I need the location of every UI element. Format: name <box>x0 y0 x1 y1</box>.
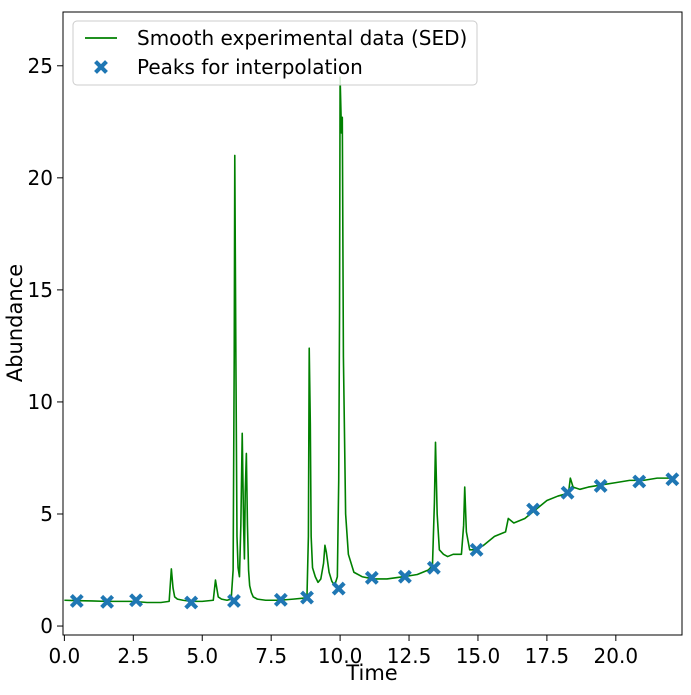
x-tick-label: 12.5 <box>387 644 432 668</box>
scatter-point <box>665 472 680 487</box>
scatter-point <box>426 560 441 575</box>
scatter-point <box>100 594 115 609</box>
scatter-point <box>184 595 199 610</box>
series-line-sed <box>64 76 677 604</box>
legend-box <box>72 20 478 86</box>
scatter-point <box>69 594 84 608</box>
scatter-point <box>300 590 314 605</box>
scatter-point <box>331 581 346 596</box>
x-tick-label: 7.5 <box>255 644 287 668</box>
x-tick-label: 20.0 <box>594 644 639 668</box>
x-axis-label: Time <box>345 661 397 685</box>
y-tick-label: 20 <box>28 166 53 190</box>
legend-entry-label: Peaks for interpolation <box>137 55 363 79</box>
x-tick-label: 0.0 <box>48 644 80 668</box>
x-tick-label: 2.5 <box>117 644 149 668</box>
y-tick-label: 25 <box>28 54 53 78</box>
y-tick-label: 10 <box>28 390 53 414</box>
scatter-point <box>227 594 241 608</box>
scatter-point <box>273 592 288 607</box>
scatter-point <box>526 502 541 517</box>
scatter-point <box>593 479 608 493</box>
legend-swatch-marker <box>94 60 108 74</box>
scatter-point <box>632 474 647 489</box>
y-tick-label: 15 <box>28 278 53 302</box>
scatter-point <box>364 570 379 585</box>
x-tick-label: 17.5 <box>525 644 570 668</box>
x-tick-label: 10.0 <box>318 644 363 668</box>
scatter-point <box>560 485 575 500</box>
scatter-point <box>129 593 143 608</box>
scatter-point <box>469 542 484 557</box>
y-axis-label: Abundance <box>3 264 27 382</box>
x-tick-label: 15.0 <box>456 644 501 668</box>
legend: Smooth experimental data (SED) Peaks for … <box>72 20 478 86</box>
plot-area <box>64 76 680 610</box>
scatter-point <box>397 569 412 584</box>
y-tick-label: 0 <box>40 614 53 638</box>
plot-frame <box>62 11 683 636</box>
y-tick-label: 5 <box>40 502 53 526</box>
x-tick-label: 5.0 <box>186 644 218 668</box>
legend-entry-label: Smooth experimental data (SED) <box>137 26 467 50</box>
axes: 0.0 2.5 5.0 7.5 10.0 12.5 15.0 17.5 20.0 0 5 10 15 20… <box>28 11 683 668</box>
